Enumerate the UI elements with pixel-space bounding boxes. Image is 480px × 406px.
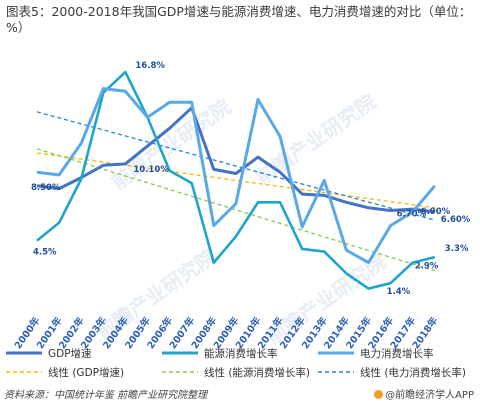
trendline-gdp: [36, 152, 435, 209]
legend-item: 线性 (GDP增速): [6, 366, 124, 379]
legend-item: 能源消费增长率: [162, 347, 278, 360]
data-label-layer: 4.5% 16.8% 10.10% 8.50% 6.90%6.70% 6.60% 1.4% 2…: [31, 61, 471, 297]
data-label: 4.5%: [33, 248, 57, 258]
data-label: 16.8%: [135, 61, 165, 71]
trendline-power: [36, 111, 435, 221]
chart-title: 图表5：2000-2018年我国GDP增速与能源消费增速、电力消费增速的对比（单…: [6, 4, 472, 35]
watermark-text: 前瞻产业研究院: [107, 94, 235, 194]
data-label: 10.10%: [133, 165, 169, 175]
legend-label: GDP增速: [48, 347, 92, 360]
data-label: 6.60%: [441, 215, 471, 225]
legend-label: 电力消费增长率: [360, 347, 434, 360]
data-label: 8.50%: [31, 183, 61, 193]
legend-label: 线性 (GDP增速): [48, 366, 124, 379]
watermark-text: 前瞻产业研究院: [252, 89, 380, 189]
data-label: 3.3%: [445, 244, 469, 254]
data-label: 1.4%: [387, 287, 411, 297]
source-note: 资料来源：中国统计年鉴 前瞻产业研究院整理: [4, 390, 208, 401]
legend-label: 线性 (电力消费增长率): [360, 366, 466, 379]
brand-mark: @前瞻经济学人APP: [374, 386, 474, 401]
brand-logo-icon: [374, 390, 384, 399]
legend-label: 线性 (能源消费增长率): [204, 366, 310, 379]
series-line-power: [36, 87, 436, 265]
data-label: 6.90%: [421, 207, 451, 217]
x-axis-ticks: 2000年2001年2002年2003年2004年2005年2006年2007年…: [12, 314, 441, 351]
series-layer: [36, 70, 436, 290]
series-line-gdp: [36, 106, 435, 214]
legend-item: 电力消费增长率: [318, 347, 434, 360]
data-label: 6.70%: [397, 210, 427, 220]
trendline-layer: [36, 111, 435, 272]
legend-item: 线性 (能源消费增长率): [162, 366, 310, 379]
legend-item: 线性 (电力消费增长率): [318, 366, 466, 379]
brand-text: @前瞻经济学人APP: [385, 390, 474, 401]
trendline-energy: [36, 148, 435, 272]
legend-label: 能源消费增长率: [204, 347, 278, 360]
legend-item: GDP增速: [6, 347, 92, 360]
series-line-energy: [36, 70, 436, 290]
data-label: 2.9%: [415, 262, 439, 272]
watermark-text: 前瞻产业研究院: [262, 249, 390, 349]
